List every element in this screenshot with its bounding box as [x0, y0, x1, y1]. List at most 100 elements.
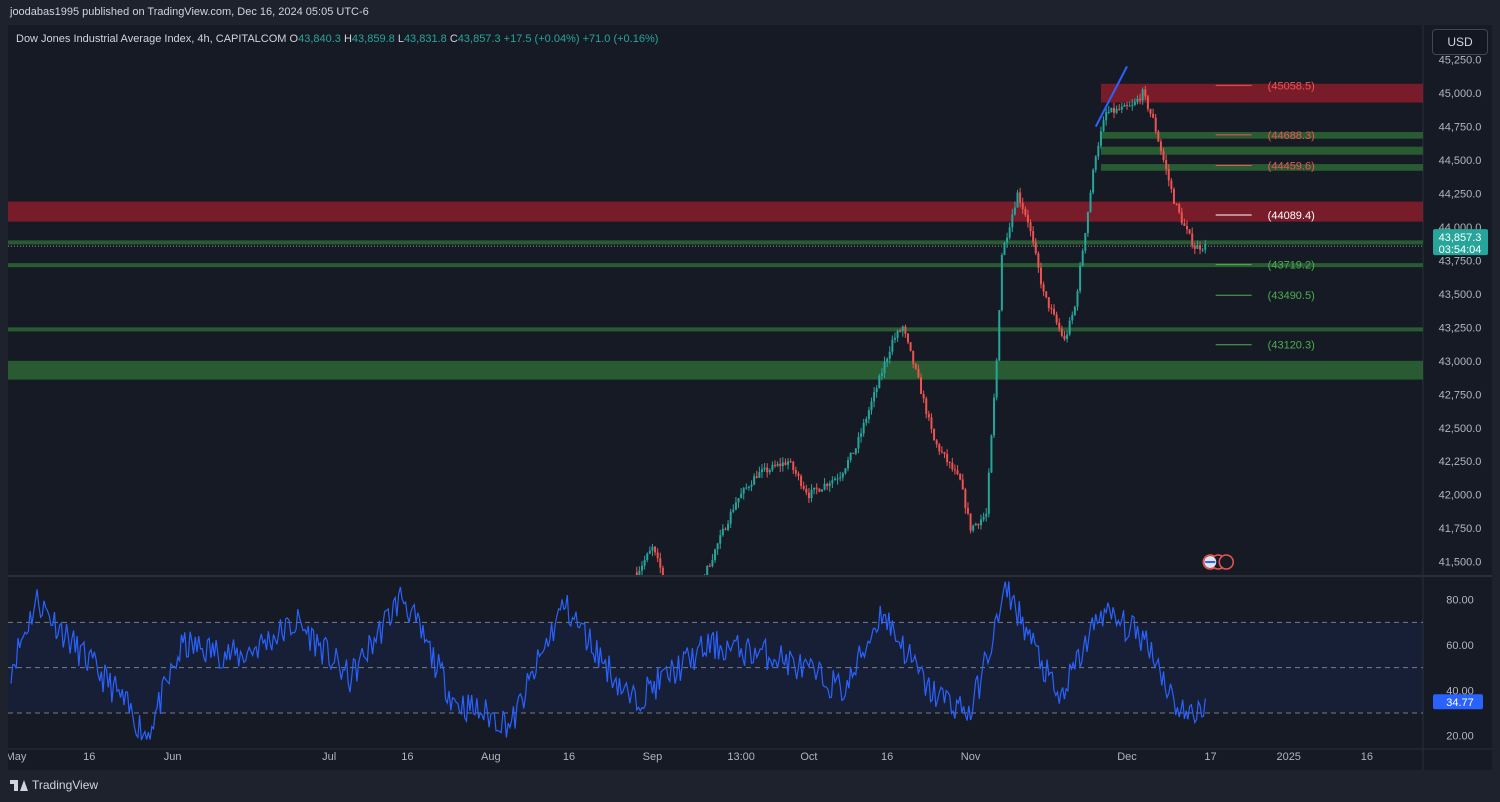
- candle-body: [807, 492, 810, 499]
- zone-resistance-0: [1100, 83, 1423, 103]
- candle-body: [1183, 223, 1186, 226]
- countdown-label: 03:54:04: [1439, 244, 1482, 256]
- candle-body: [1063, 335, 1066, 340]
- candle-body: [1154, 117, 1157, 132]
- candle-body: [956, 470, 959, 475]
- footer-brand: TradingView: [32, 778, 99, 792]
- symbol-name[interactable]: Dow Jones Industrial Average Index, 4h, …: [16, 33, 287, 45]
- time-tick-8: 13:00: [727, 751, 755, 763]
- high-label: H: [343, 33, 352, 45]
- candle-body: [670, 589, 672, 592]
- candle-body: [667, 583, 669, 589]
- candle-body: [810, 489, 813, 499]
- event-icon-2: [1218, 554, 1235, 570]
- candle-body: [1006, 237, 1009, 243]
- candles: [635, 85, 1207, 601]
- candle-body: [862, 422, 865, 434]
- rsi-last-label: 34.77: [1446, 697, 1474, 709]
- rsi-line: [10, 581, 1206, 741]
- candle-body: [820, 489, 823, 492]
- level-label-0: (45058.5): [1268, 80, 1315, 92]
- candle-body: [672, 592, 674, 600]
- zone-support-7: [8, 327, 1423, 332]
- candle-body: [1133, 101, 1136, 105]
- candle-body: [771, 464, 774, 470]
- candle-body: [724, 528, 727, 530]
- time-tick-3: Jul: [322, 751, 336, 763]
- candle-body: [1066, 334, 1069, 340]
- candle-body: [1042, 284, 1045, 292]
- candle-body: [1107, 111, 1110, 113]
- candle-body: [1076, 291, 1079, 307]
- currency-button[interactable]: USD: [1432, 29, 1488, 55]
- candle-body: [966, 508, 969, 514]
- candle-body: [638, 570, 641, 575]
- candle-body: [1053, 308, 1056, 315]
- candle-body: [742, 488, 745, 494]
- candle-body: [747, 486, 750, 488]
- candle-body: [1011, 214, 1014, 228]
- candle-body: [760, 469, 763, 472]
- candle-body: [920, 377, 923, 395]
- candle-body: [1167, 169, 1170, 181]
- candle-body: [675, 600, 677, 601]
- candle-body: [980, 519, 983, 526]
- price-tick-6: 43,000.0: [1439, 356, 1482, 368]
- candle-body: [1079, 265, 1082, 292]
- price-tick-12: 44,500.0: [1439, 155, 1482, 167]
- candle-body: [914, 363, 917, 369]
- candle-body: [716, 543, 719, 550]
- candle-body: [818, 488, 821, 492]
- footer: TradingView: [10, 778, 98, 792]
- chart-svg[interactable]: (45058.5) (44688.3) (44459.6) (44089.4) (437…: [8, 25, 1492, 770]
- candle-body: [849, 452, 852, 461]
- candle-body: [1089, 192, 1092, 213]
- candle-body: [661, 567, 664, 575]
- candle-body: [959, 474, 962, 480]
- candle-body: [878, 375, 881, 389]
- candle-body: [953, 469, 956, 471]
- low-value: 43,831.8: [403, 33, 447, 45]
- candle-body: [880, 373, 883, 376]
- tradingview-logo-icon: [10, 779, 28, 791]
- candle-body: [1097, 145, 1100, 157]
- candle-body: [833, 478, 836, 481]
- close-label: C: [449, 33, 458, 45]
- candle-body: [755, 476, 758, 478]
- candle-body: [987, 472, 990, 514]
- candle-body: [826, 483, 829, 486]
- candle-body: [1050, 308, 1053, 310]
- time-tick-6: 16: [563, 751, 575, 763]
- candle-body: [1188, 229, 1191, 234]
- candle-body: [886, 358, 889, 363]
- candle-body: [896, 331, 899, 338]
- candle-body: [927, 414, 930, 418]
- candle-body: [857, 436, 860, 449]
- candle-body: [1105, 112, 1108, 121]
- candle-body: [1084, 233, 1087, 251]
- candle-body: [1201, 249, 1204, 251]
- zone-support-4: [1100, 164, 1423, 171]
- chart-frame[interactable]: (45058.5) (44688.3) (44459.6) (44089.4) (437…: [8, 25, 1492, 770]
- candle-body: [1159, 141, 1162, 152]
- candle-body: [990, 435, 993, 473]
- candle-body: [904, 326, 907, 334]
- candle-body: [951, 462, 954, 470]
- candle-body: [1146, 96, 1149, 109]
- price-tick-1: 41,750.0: [1439, 523, 1482, 535]
- candle-body: [1115, 108, 1118, 113]
- candle-body: [721, 528, 724, 536]
- candle-body: [870, 401, 873, 411]
- candle-body: [948, 461, 951, 463]
- candle-body: [740, 493, 743, 499]
- level-label-3: (44089.4): [1268, 210, 1315, 222]
- candle-body: [993, 397, 996, 436]
- time-tick-14: 2025: [1276, 751, 1300, 763]
- candle-body: [977, 523, 980, 526]
- candle-body: [1102, 120, 1105, 132]
- zone-resistance-1: [8, 201, 1423, 222]
- candle-body: [701, 585, 703, 587]
- candle-body: [823, 483, 826, 490]
- candle-body: [938, 444, 941, 452]
- candle-body: [1152, 113, 1155, 118]
